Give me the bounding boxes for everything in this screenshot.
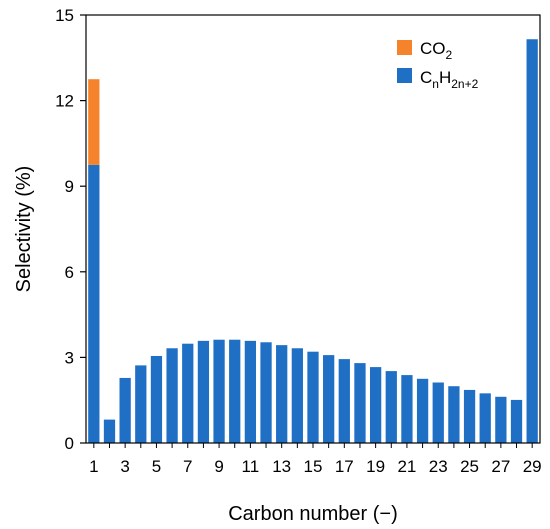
x-tick-label: 5 — [152, 457, 161, 476]
bar-alkane-c5 — [150, 355, 163, 443]
bar-co2-c1 — [88, 79, 100, 165]
y-tick-label: 3 — [65, 348, 74, 367]
y-tick-label: 9 — [65, 177, 74, 196]
x-tick-label: 3 — [120, 457, 129, 476]
x-tick-label: 9 — [214, 457, 223, 476]
x-tick-label: 15 — [304, 457, 323, 476]
bar-alkane-c25 — [463, 389, 476, 443]
x-axis-label: Carbon number (−) — [228, 503, 398, 525]
bar-alkane-c3 — [119, 377, 131, 443]
y-tick-label: 15 — [55, 6, 74, 25]
bar-alkane-c9 — [213, 339, 225, 443]
bar-alkane-c20 — [385, 371, 397, 443]
bar-alkane-c19 — [369, 367, 382, 443]
bar-alkane-c17 — [338, 359, 350, 443]
bar-alkane-c18 — [354, 363, 366, 443]
bar-alkane-c24 — [448, 386, 460, 443]
x-tick-label: 27 — [491, 457, 510, 476]
legend-label-alkane: CnH2n+2 — [420, 68, 479, 91]
y-tick-label: 12 — [55, 92, 74, 111]
x-tick-label: 21 — [397, 457, 416, 476]
bar-alkane-c22 — [416, 378, 429, 443]
bar-alkane-c13 — [276, 345, 288, 443]
bar-alkane-c2 — [103, 419, 116, 443]
bar-alkane-c4 — [135, 365, 147, 443]
x-tick-label: 1 — [89, 457, 98, 476]
y-axis-ticks: 0 3 6 9 12 15 — [55, 6, 86, 453]
bar-alkane-c1 — [88, 164, 100, 444]
bar-alkane-c14 — [291, 348, 303, 443]
x-tick-label: 29 — [523, 457, 542, 476]
bar-alkane-c12 — [260, 342, 272, 443]
bar-alkane-c15 — [307, 351, 319, 443]
bar-alkane-c11 — [244, 340, 257, 443]
x-tick-label: 19 — [366, 457, 385, 476]
bars-group — [88, 39, 538, 444]
bar-alkane-c28 — [510, 399, 523, 443]
y-axis-label: Selectivity (%) — [13, 166, 35, 293]
bar-alkane-c7 — [182, 343, 194, 443]
y-tick-label: 6 — [65, 263, 74, 282]
x-tick-label: 7 — [183, 457, 192, 476]
legend: CO2 CnH2n+2 — [397, 39, 479, 91]
x-tick-label: 13 — [272, 457, 291, 476]
x-tick-label: 23 — [429, 457, 448, 476]
bar-alkane-c23 — [432, 382, 444, 443]
legend-entry-co2: CO2 — [397, 39, 453, 62]
bar-alkane-c27 — [495, 396, 507, 443]
legend-swatch-alkane — [397, 68, 412, 83]
legend-swatch-co2 — [397, 40, 412, 55]
bar-alkane-c29 — [526, 39, 538, 443]
bar-alkane-c16 — [323, 355, 335, 443]
bar-alkane-c26 — [479, 393, 491, 443]
bar-alkane-c21 — [401, 375, 413, 443]
legend-label-co2: CO2 — [420, 39, 453, 62]
bar-alkane-c10 — [229, 339, 241, 443]
x-tick-label: 17 — [335, 457, 354, 476]
y-tick-label: 0 — [65, 434, 74, 453]
legend-entry-alkane: CnH2n+2 — [397, 68, 479, 91]
x-tick-label: 25 — [460, 457, 479, 476]
x-tick-label: 11 — [242, 457, 260, 476]
x-axis-ticks: 1 3 5 7 9 11 13 15 17 19 21 23 25 27 29 — [89, 443, 542, 476]
bar-alkane-c6 — [166, 348, 178, 443]
bar-alkane-c8 — [197, 340, 210, 443]
